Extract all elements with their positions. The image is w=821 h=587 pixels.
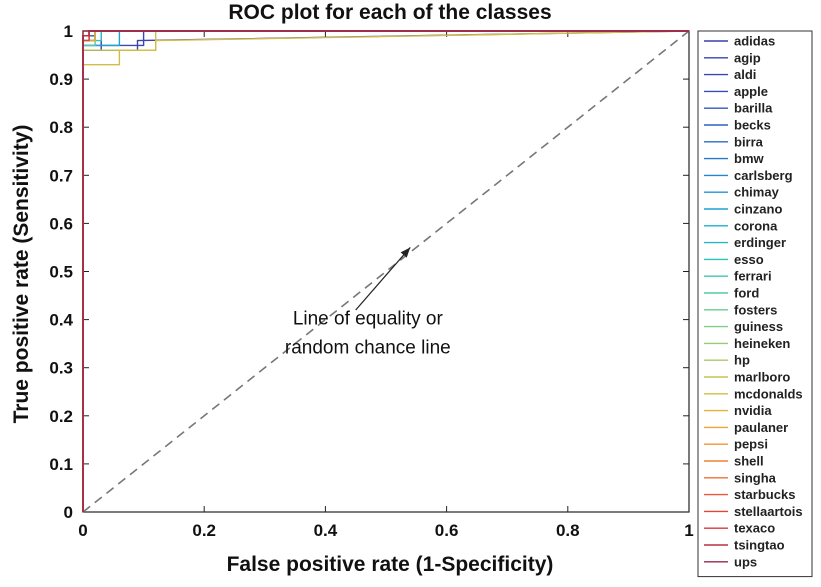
- legend-label: ferrari: [734, 269, 772, 284]
- legend-box: [697, 30, 813, 578]
- plot-area-frame: [82, 30, 690, 513]
- legend-label: heineken: [734, 336, 790, 351]
- y-tick-label: 1: [64, 22, 73, 41]
- legend-label: tsingtao: [734, 538, 785, 553]
- x-tick-label: 0.6: [435, 521, 459, 540]
- legend-label: adidas: [734, 34, 775, 49]
- legend-label: nvidia: [734, 403, 772, 418]
- y-tick-label: 0.1: [49, 455, 73, 474]
- legend-label: agip: [734, 50, 761, 65]
- x-tick-label: 1: [684, 521, 693, 540]
- random-chance-line: [82, 30, 690, 513]
- legend-label: ford: [734, 286, 759, 301]
- y-tick-label: 0.2: [49, 407, 73, 426]
- legend-label: texaco: [734, 521, 775, 536]
- legend-label: shell: [734, 454, 764, 469]
- legend-label: mcdonalds: [734, 386, 803, 401]
- legend-label: aldi: [734, 67, 756, 82]
- y-tick-label: 0.4: [49, 311, 73, 330]
- legend-label: esso: [734, 252, 764, 267]
- legend-label: starbucks: [734, 487, 795, 502]
- legend-label: carlsberg: [734, 168, 793, 183]
- legend-label: marlboro: [734, 370, 790, 385]
- annotation-text-line: random chance line: [285, 337, 451, 358]
- legend-label: chimay: [734, 185, 780, 200]
- legend-label: becks: [734, 118, 771, 133]
- legend-label: erdinger: [734, 235, 786, 250]
- legend-label: hp: [734, 353, 750, 368]
- legend-label: pepsi: [734, 437, 768, 452]
- x-tick-label: 0.4: [314, 521, 338, 540]
- legend-label: singha: [734, 470, 777, 485]
- annotation-arrow-head: [400, 247, 411, 258]
- chart-title: ROC plot for each of the classes: [228, 1, 552, 24]
- x-axis-label: False positive rate (1-Specificity): [226, 553, 554, 576]
- legend-label: corona: [734, 218, 778, 233]
- legend-label: ups: [734, 554, 757, 569]
- roc-curve-ups: [82, 30, 689, 512]
- legend-label: birra: [734, 134, 764, 149]
- annotation-arrow-shaft: [355, 247, 411, 311]
- y-tick-label: 0.9: [49, 70, 73, 89]
- y-tick-label: 0.5: [49, 263, 73, 282]
- legend-label: barilla: [734, 101, 773, 116]
- legend-label: bmw: [734, 151, 765, 166]
- legend-label: stellaartois: [734, 504, 803, 519]
- y-tick-label: 0.8: [49, 118, 73, 137]
- y-tick-label: 0.6: [49, 214, 73, 233]
- legend-label: guiness: [734, 319, 783, 334]
- legend-label: apple: [734, 84, 768, 99]
- y-tick-label: 0.7: [49, 166, 73, 185]
- legend-label: paulaner: [734, 420, 788, 435]
- x-tick-label: 0.8: [556, 521, 580, 540]
- x-tick-label: 0: [78, 521, 87, 540]
- y-tick-label: 0.3: [49, 359, 73, 378]
- x-tick-label: 0.2: [192, 521, 216, 540]
- legend-label: fosters: [734, 302, 777, 317]
- annotation-text-line: Line of equality or: [293, 308, 444, 329]
- legend-label: cinzano: [734, 202, 782, 217]
- y-tick-label: 0: [64, 503, 73, 522]
